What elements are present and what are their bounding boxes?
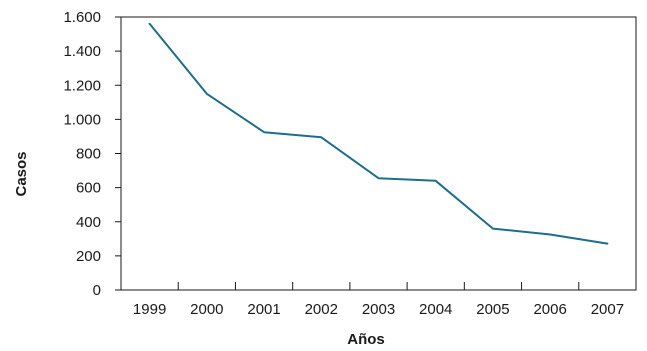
series-line xyxy=(148,22,609,245)
x-tick-label: 2002 xyxy=(305,301,338,318)
y-tick-label: 800 xyxy=(76,146,101,163)
y-tick-label: 1.400 xyxy=(63,43,101,60)
axes xyxy=(120,16,637,291)
y-tick-label: 1.000 xyxy=(63,111,101,128)
x-tick-label: 2001 xyxy=(247,301,280,318)
x-tick-label: 2000 xyxy=(190,301,223,318)
y-tick-label: 1.200 xyxy=(63,77,101,94)
y-tick-label: 200 xyxy=(76,248,101,265)
y-tick-label: 600 xyxy=(76,180,101,197)
x-tick-label: 1999 xyxy=(133,301,166,318)
y-tick-label: 400 xyxy=(76,214,101,231)
y-tick-label: 0 xyxy=(93,282,101,299)
y-axis-title: Casos xyxy=(13,151,30,196)
x-tick-label: 2007 xyxy=(591,301,624,318)
x-tick-label: 2003 xyxy=(362,301,395,318)
x-tick-label: 2006 xyxy=(533,301,566,318)
plot-frame xyxy=(120,16,637,291)
x-tick-label: 2004 xyxy=(419,301,452,318)
y-ticks: 0 200 400 600 800 1.000 1.200 1.400 1.600 xyxy=(63,9,121,299)
x-ticks: 1999 2000 2001 2002 2003 2004 2005 2006 2007 xyxy=(133,282,624,318)
series-group xyxy=(148,22,609,245)
x-axis-title: Años xyxy=(347,331,385,348)
x-tick-label: 2005 xyxy=(476,301,509,318)
y-tick-label: 1.600 xyxy=(63,9,101,26)
